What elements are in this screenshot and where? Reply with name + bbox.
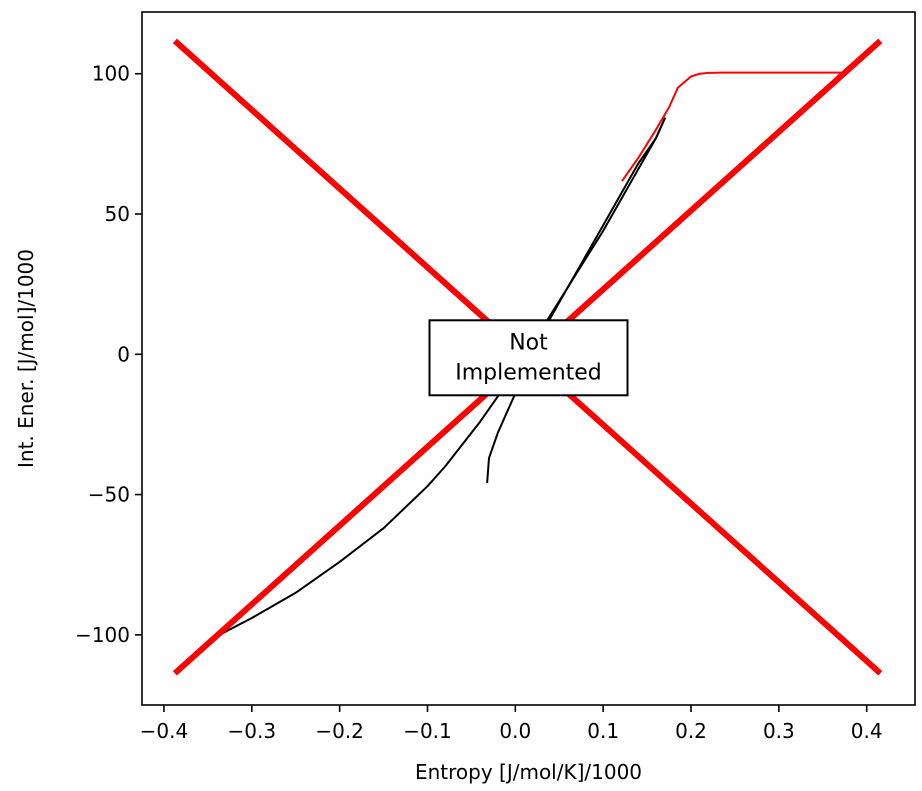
x-tick-label: 0.4 [851,719,883,743]
plot-frame [141,11,916,706]
annotation-text-line-1: Not [509,330,548,355]
y-axis-ticks: 100 50 0 −50 −100 [75,62,142,647]
series-line-3 [621,71,842,182]
axes-frame [141,11,916,706]
y-tick-label: −50 [88,483,130,507]
x-tick-label: 0.2 [675,719,707,743]
annotation-frame [428,319,629,397]
x-tick-label: 0.3 [763,719,795,743]
x-tick-label: 0.1 [587,719,619,743]
series-line-1 [486,117,667,483]
y-axis-label: Int. Ener. [J/mol]/1000 [14,249,38,468]
x-axis-label: Entropy [J/mol/K]/1000 [415,760,642,784]
y-tick-label: 50 [105,202,130,226]
y-tick-label: −100 [75,623,130,647]
x-tick-label: −0.1 [403,719,452,743]
x-tick-label: 0.0 [499,719,531,743]
y-tick-label: 100 [92,62,130,86]
x-tick-label: −0.2 [315,719,364,743]
y-tick-label: 0 [117,342,130,366]
x-tick-label: −0.4 [140,719,189,743]
annotation-box: Not Implemented [428,319,629,397]
x-tick-label: −0.3 [228,719,277,743]
annotation-text-line-2: Implemented [455,360,602,385]
x-axis-ticks: −0.4 −0.3 −0.2 −0.1 0.0 0.1 0.2 0.3 0.4 [140,705,883,743]
